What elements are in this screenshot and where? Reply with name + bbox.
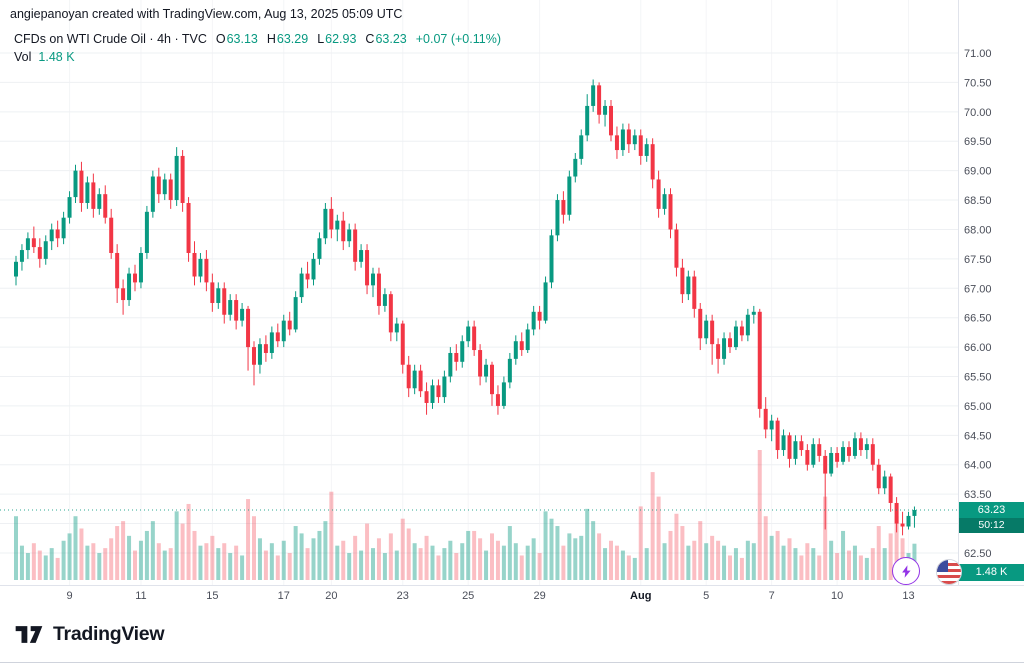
svg-text:70.50: 70.50: [964, 77, 992, 89]
high-pair: H 63.29: [267, 32, 308, 46]
svg-text:68.50: 68.50: [964, 195, 992, 207]
close-label: C: [365, 32, 375, 46]
low-pair: L 62.93: [317, 32, 356, 46]
symbol-title[interactable]: CFDs on WTI Crude Oil · 4h · TVC: [14, 32, 207, 46]
svg-text:23: 23: [397, 590, 409, 602]
svg-text:68.00: 68.00: [964, 224, 992, 236]
close-pair: C 63.23: [365, 32, 406, 46]
candlesticks: [14, 79, 917, 536]
svg-text:66.50: 66.50: [964, 313, 992, 325]
tradingview-logomark-icon: [15, 626, 43, 643]
vertical-gridlines: [69, 0, 909, 585]
svg-text:15: 15: [206, 590, 218, 602]
svg-text:62.50: 62.50: [964, 548, 992, 560]
svg-text:17: 17: [278, 590, 290, 602]
low-value: 62.93: [325, 32, 357, 46]
svg-text:63.50: 63.50: [964, 489, 992, 501]
last-price-badge: 63.23 50:12: [959, 502, 1024, 533]
svg-text:25: 25: [462, 590, 474, 602]
svg-text:70.00: 70.00: [964, 107, 992, 119]
svg-text:64.50: 64.50: [964, 430, 992, 442]
volume-label: Vol: [14, 50, 32, 64]
tradingview-logo[interactable]: TradingView: [14, 622, 165, 647]
open-pair: O 63.13: [216, 32, 258, 46]
low-label: L: [317, 32, 325, 46]
svg-text:69.00: 69.00: [964, 166, 992, 178]
horizontal-gridlines: [0, 52, 958, 554]
close-value: 63.23: [375, 32, 407, 46]
volume-bars: [14, 450, 917, 580]
svg-text:29: 29: [533, 590, 545, 602]
last-price-value: 63.23: [959, 502, 1024, 518]
svg-text:66.00: 66.00: [964, 342, 992, 354]
lightning-icon: [901, 564, 911, 578]
svg-text:9: 9: [66, 590, 72, 602]
market-flag-icon[interactable]: [936, 559, 962, 585]
svg-text:69.50: 69.50: [964, 136, 992, 148]
svg-text:67.50: 67.50: [964, 254, 992, 266]
symbol-legend: CFDs on WTI Crude Oil · 4h · TVC O 63.13 …: [14, 32, 501, 64]
svg-text:65.00: 65.00: [964, 401, 992, 413]
bottom-divider: [0, 662, 1024, 663]
svg-text:5: 5: [703, 590, 709, 602]
svg-text:71.00: 71.00: [964, 48, 992, 60]
svg-text:20: 20: [325, 590, 337, 602]
svg-text:7: 7: [769, 590, 775, 602]
price-axis[interactable]: 71.00 70.50 70.00 69.50 69.00 68.50 68.00 67.50…: [964, 48, 992, 560]
open-value: 63.13: [226, 32, 258, 46]
volume-legend-row: Vol 1.48 K: [14, 50, 501, 64]
svg-text:10: 10: [831, 590, 843, 602]
svg-text:Aug: Aug: [630, 590, 651, 602]
time-axis[interactable]: 9 11 15 17 20 23 25 29 Aug 5 7 10 13: [66, 590, 914, 602]
us-flag-icon: [937, 560, 961, 584]
attribution-text: angiepanoyan created with TradingView.co…: [10, 7, 403, 21]
high-value: 63.29: [276, 32, 309, 46]
volume-value: 1.48 K: [38, 50, 75, 64]
ohlc-legend-row: CFDs on WTI Crude Oil · 4h · TVC O 63.13 …: [14, 32, 501, 46]
tradingview-wordmark: TradingView: [53, 623, 165, 645]
volume-axis-badge: 1.48 K: [959, 564, 1024, 581]
svg-text:64.00: 64.00: [964, 460, 992, 472]
svg-text:65.50: 65.50: [964, 372, 992, 384]
boost-button[interactable]: [892, 557, 920, 585]
open-label: O: [215, 32, 226, 46]
svg-text:67.00: 67.00: [964, 283, 992, 295]
countdown-timer: 50:12: [959, 518, 1024, 533]
high-label: H: [266, 32, 276, 46]
svg-text:11: 11: [135, 590, 146, 602]
svg-text:13: 13: [902, 590, 914, 602]
change-value: +0.07 (+0.11%): [415, 32, 501, 46]
